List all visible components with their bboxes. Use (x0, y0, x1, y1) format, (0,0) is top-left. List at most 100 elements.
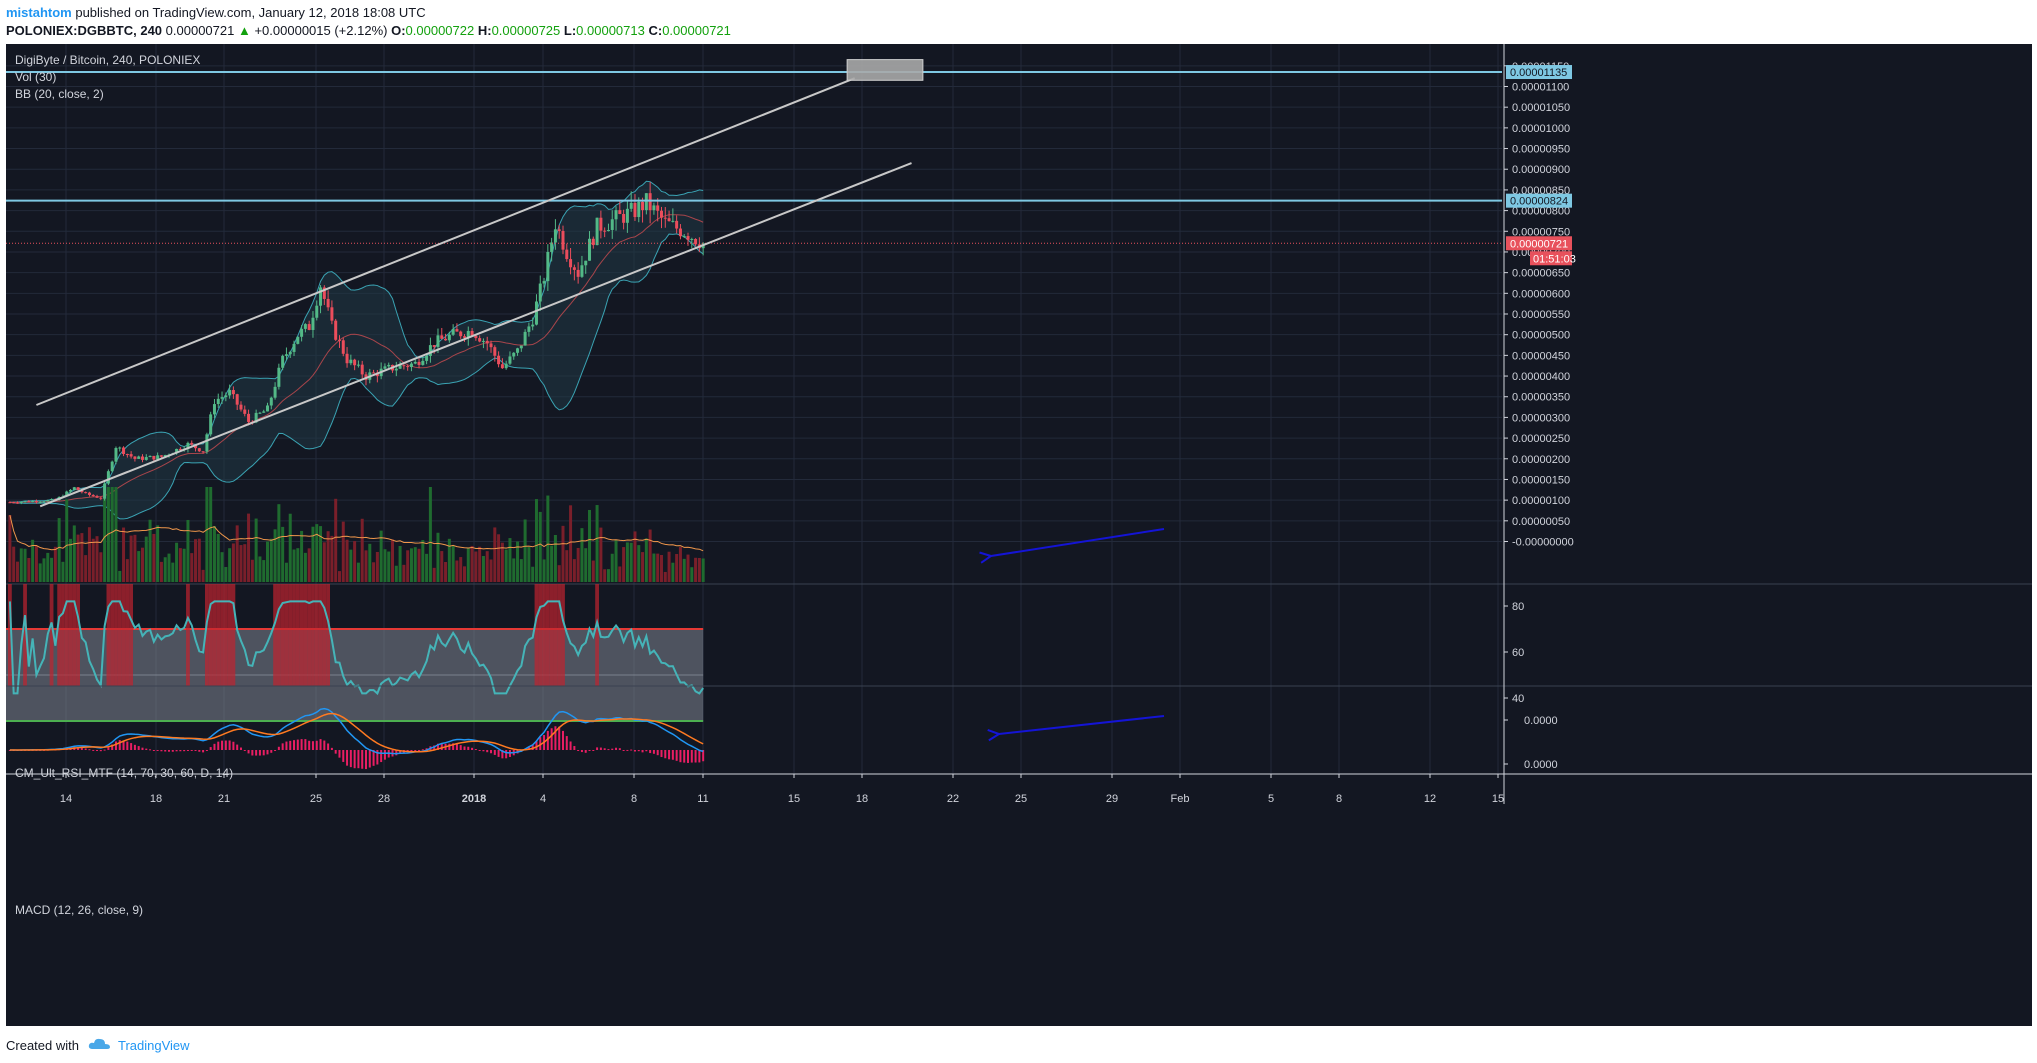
time-tick-label: 25 (1015, 793, 1027, 805)
volume-bar (205, 487, 209, 582)
time-tick-label: 12 (1424, 793, 1436, 805)
candle-body (659, 210, 663, 218)
candle-body (455, 329, 459, 332)
time-tick-label: 11 (697, 793, 708, 805)
macd-histogram-bar (88, 749, 91, 751)
time-tick-label: 5 (1268, 793, 1274, 805)
rsi-overbought-highlight (553, 584, 558, 686)
volume-bar (671, 562, 675, 582)
time-tick-label: 8 (1336, 793, 1342, 805)
rsi-overbought-highlight (216, 584, 221, 686)
time-tick-label: 4 (540, 793, 546, 805)
chart-canvas[interactable]: 0.000011500.000011000.000010500.00001000… (6, 44, 2032, 1026)
volume-bar (500, 542, 504, 582)
time-tick-label: 18 (856, 793, 868, 805)
volume-bar (288, 513, 292, 582)
volume-bar (516, 541, 520, 582)
volume-bar (428, 487, 432, 582)
macd-histogram-bar (304, 739, 307, 750)
candle-body (451, 329, 455, 335)
macd-histogram-bar (160, 750, 163, 752)
macd-histogram-bar (436, 743, 439, 750)
volume-bar (129, 535, 133, 582)
symbol-label: POLONIEX:DGBBTC, 240 (6, 23, 163, 38)
candle-body (671, 220, 675, 222)
volume-bar (156, 525, 160, 582)
candle-body (569, 259, 573, 268)
rsi-overbought-highlight (106, 584, 111, 686)
volume-bar (523, 519, 527, 582)
price-tick-label: 0.00000600 (1512, 288, 1570, 300)
legend-rsi[interactable]: CM_Ult_RSI_MTF (14, 70, 30, 60, D, 14) (15, 766, 233, 780)
rsi-overbought-highlight (220, 584, 224, 686)
macd-histogram-bar (107, 747, 110, 750)
volume-bar (216, 533, 220, 582)
rsi-overbought-highlight (273, 584, 277, 686)
candle-body (519, 345, 523, 349)
macd-histogram-bar (77, 747, 80, 750)
macd-histogram-bar (592, 750, 595, 751)
volume-bar (315, 524, 319, 582)
drawing-overlays[interactable] (6, 59, 1502, 742)
candle-body (478, 338, 482, 342)
volume-bar (12, 546, 16, 582)
volume-bar (550, 545, 554, 582)
macd-histogram-bar (315, 740, 318, 750)
candle-body (269, 397, 273, 406)
candle-body (311, 317, 315, 330)
price-tick-label: 0.00000900 (1512, 164, 1570, 176)
candle-body (523, 331, 527, 346)
macd-histogram-bar (258, 750, 261, 756)
volume-bar (572, 559, 576, 582)
volume-bar (224, 567, 228, 582)
macd-histogram-bar (111, 744, 114, 750)
author-link[interactable]: mistahtom (6, 5, 72, 20)
legend-volume[interactable]: Vol (30) (15, 70, 56, 84)
candle-body (201, 451, 205, 453)
macd-histogram-bar (99, 750, 102, 752)
macd-histogram-bar (471, 747, 474, 750)
price-tick-label: 0.00000500 (1512, 330, 1570, 342)
volume-bar (553, 535, 557, 582)
candle-body (618, 210, 622, 214)
volume-bar (459, 557, 463, 582)
volume-bar (345, 539, 349, 582)
volume-bar (508, 538, 512, 582)
tradingview-cloud-icon[interactable] (88, 1036, 112, 1052)
volume-bar (15, 561, 19, 582)
macd-histogram-bar (410, 750, 413, 752)
macd-histogram-bar (126, 741, 129, 750)
candle-body (516, 348, 520, 353)
macd-histogram-bar (338, 750, 341, 758)
low-label: L: (563, 23, 577, 38)
volume-bar (356, 562, 360, 582)
volume-bar (140, 547, 144, 582)
rsi-overbought-highlight (595, 584, 599, 686)
legend-title[interactable]: DigiByte / Bitcoin, 240, POLONIEX (15, 53, 200, 67)
candle-body (137, 456, 141, 459)
candle-body (23, 501, 27, 503)
time-tick-label: 28 (378, 793, 390, 805)
macd-histogram-bar (486, 750, 489, 753)
candle-body (622, 213, 626, 223)
macd-histogram-bar (573, 746, 576, 750)
volume-bar (269, 538, 273, 582)
resistance-high-tag: 0.00001135 (1510, 67, 1567, 79)
volume-bar (277, 504, 281, 582)
macd-histogram-bar (580, 750, 583, 753)
candle-body (432, 345, 436, 347)
volume-bar (31, 539, 35, 582)
macd-annotation-arrow-head (987, 729, 1002, 742)
macd-histogram-bar (399, 750, 402, 754)
candle-body (34, 501, 38, 503)
macd-histogram-bar (671, 750, 674, 760)
legend-macd[interactable]: MACD (12, 26, close, 9) (15, 903, 143, 917)
macd-histogram-bar (539, 737, 542, 750)
legend-bollinger[interactable]: BB (20, close, 2) (15, 87, 104, 101)
tradingview-link[interactable]: TradingView (118, 1038, 190, 1053)
macd-histogram-bar (558, 726, 561, 750)
chart-background (6, 44, 2032, 1026)
candle-body (243, 409, 247, 414)
rsi-tick-label: 40 (1512, 693, 1524, 705)
volume-bar (190, 553, 194, 582)
